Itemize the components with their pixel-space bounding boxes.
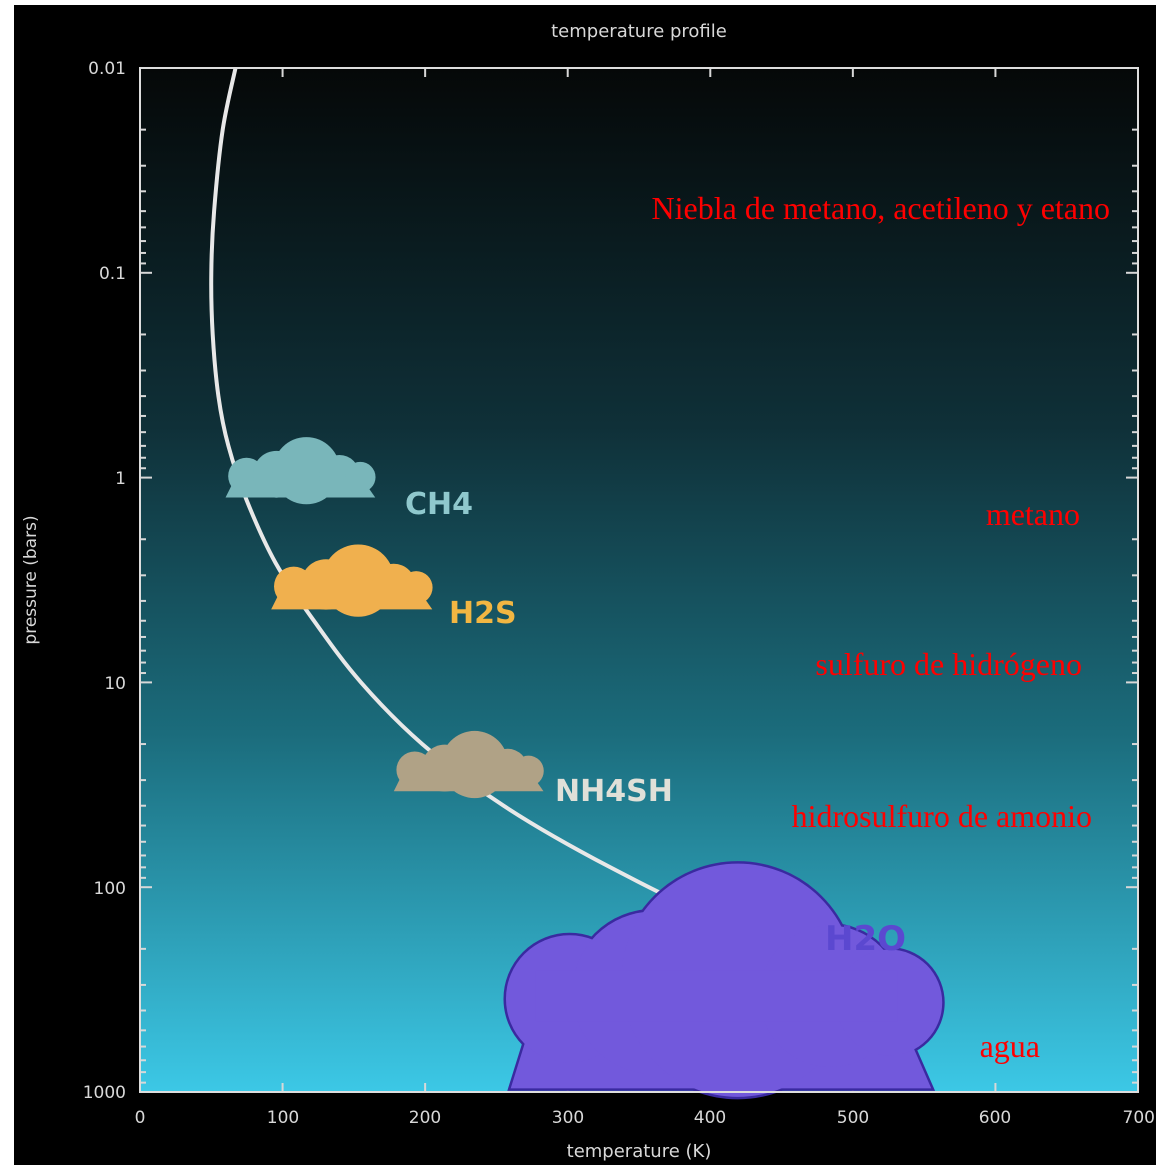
chart-title: temperature profile (551, 21, 727, 42)
plot-border (139, 67, 1139, 1093)
annotation-hydrogen-sulfide: sulfuro de hidrógeno (815, 646, 1082, 682)
x-tick-label-700: 700 (1123, 1108, 1155, 1128)
x-tick-label-500: 500 (837, 1108, 869, 1128)
cloud-shape (535, 970, 898, 1022)
cloud-label-nh4sh: NH4SH (555, 774, 673, 809)
cloud-label-h2s: H2S (449, 596, 517, 631)
x-axis-label: temperature (K) (567, 1141, 712, 1162)
cloud-label-ch4: CH4 (405, 487, 473, 522)
x-tick-label-100: 100 (267, 1108, 299, 1128)
x-tick-label-300: 300 (552, 1108, 584, 1128)
annotation-water: agua (980, 1028, 1040, 1064)
x-tick-label-200: 200 (409, 1108, 441, 1128)
annotation-haze: Niebla de metano, acetileno y etano (652, 190, 1110, 226)
cloud-layers (225, 437, 945, 1100)
temperature-profile-chart: temperature profile temperature (K) pres… (21, 21, 1155, 1162)
cloud-h2o (503, 861, 945, 1100)
y-axis-label: pressure (bars) (21, 515, 41, 644)
y-tick-label-100: 100 (94, 879, 126, 899)
cloud-nh4sh (393, 730, 544, 799)
cloud-ch4 (225, 437, 376, 505)
cloud-label-h2o: H2O (825, 919, 906, 959)
y-tick-label-1: 1 (115, 469, 126, 489)
y-tick-label-0.1: 0.1 (99, 264, 126, 284)
x-tick-label-600: 600 (979, 1108, 1011, 1128)
cloud-shape (513, 755, 544, 787)
cloud-shape (345, 461, 376, 493)
chart-frame: temperature profile temperature (K) pres… (14, 5, 1156, 1165)
annotation-methane: metano (986, 496, 1080, 532)
cloud-shape (399, 571, 433, 604)
annotation-ammonium-hydrosulfide: hidrosulfuro de amonio (792, 798, 1092, 834)
y-tick-label-10: 10 (104, 674, 126, 694)
x-tick-label-0: 0 (135, 1108, 146, 1128)
cloud-h2s (271, 544, 433, 617)
x-tick-label-400: 400 (694, 1108, 726, 1128)
y-tick-label-0.01: 0.01 (88, 59, 126, 79)
y-tick-label-1000: 1000 (83, 1083, 126, 1103)
